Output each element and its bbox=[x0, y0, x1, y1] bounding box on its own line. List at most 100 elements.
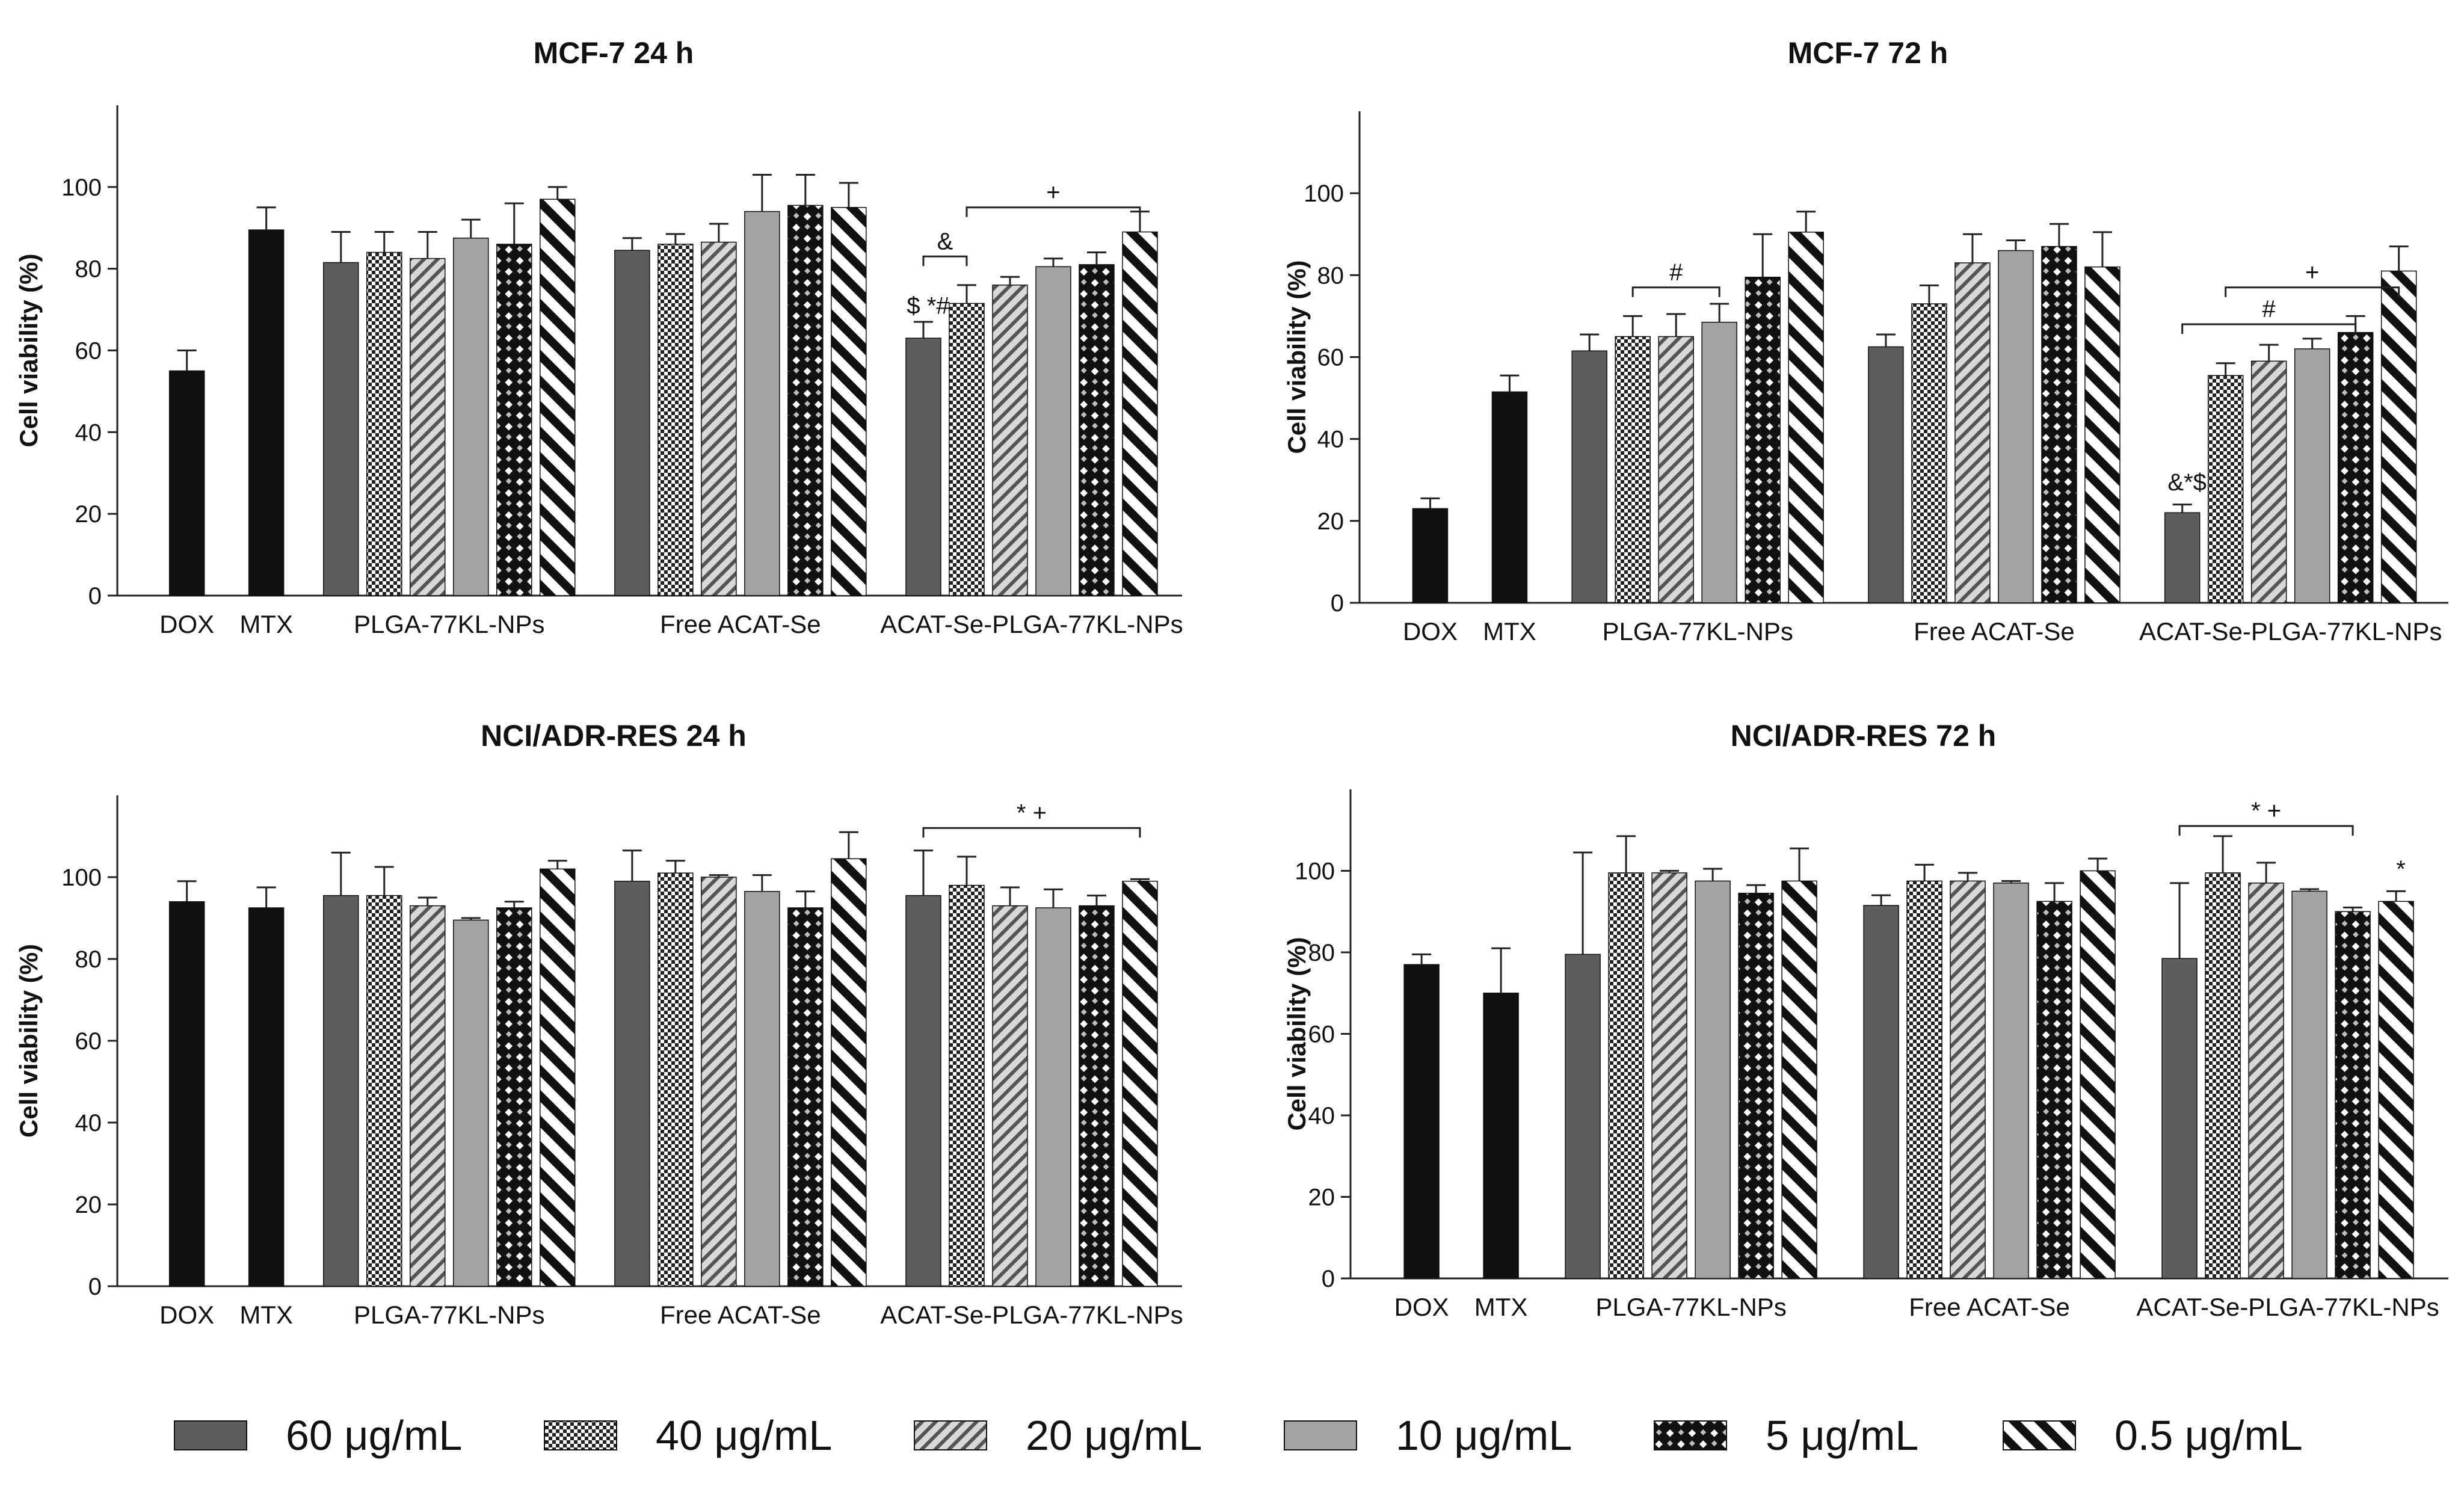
bar bbox=[1035, 907, 1071, 1287]
bar bbox=[1483, 993, 1519, 1279]
bar bbox=[2164, 512, 2201, 603]
bar bbox=[2207, 375, 2244, 603]
y-tick-label: 80 bbox=[1317, 262, 1344, 289]
group-label: ACAT-Se-PLGA-77KL-NPs bbox=[880, 1301, 1183, 1329]
bar bbox=[2291, 890, 2327, 1279]
group-label: MTX bbox=[1474, 1293, 1528, 1321]
bar bbox=[168, 901, 205, 1287]
y-axis-label: Cell viability (%) bbox=[14, 253, 43, 447]
significance-mark: &*$ bbox=[2167, 469, 2207, 496]
bar bbox=[1911, 303, 1947, 603]
y-axis-label: Cell viability (%) bbox=[1283, 937, 1311, 1130]
significance-mark: * bbox=[2396, 856, 2406, 883]
legend-swatch bbox=[914, 1420, 987, 1450]
significance-bracket bbox=[2178, 825, 2354, 836]
group-label: DOX bbox=[1394, 1293, 1449, 1321]
y-tick-label: 40 bbox=[1308, 1103, 1335, 1129]
bar bbox=[366, 895, 402, 1287]
bar bbox=[1906, 880, 1942, 1279]
bar bbox=[2205, 872, 2241, 1279]
significance-label: # bbox=[2262, 296, 2276, 322]
bar bbox=[2080, 870, 2116, 1279]
bar bbox=[540, 868, 576, 1287]
panel-title: MCF-7 72 h bbox=[1788, 36, 1948, 70]
group-label: Free ACAT-Se bbox=[660, 610, 821, 638]
y-tick-label: 60 bbox=[75, 338, 102, 365]
bar bbox=[992, 285, 1028, 596]
bar bbox=[905, 895, 941, 1287]
significance-label: # bbox=[1669, 259, 1683, 286]
bar bbox=[2036, 901, 2072, 1279]
significance-label: * + bbox=[2251, 798, 2281, 824]
y-axis-label: Cell viability (%) bbox=[1283, 260, 1311, 454]
y-tick-label: 100 bbox=[61, 174, 102, 201]
bar bbox=[1403, 964, 1440, 1279]
y-tick-label: 40 bbox=[75, 419, 102, 446]
bar bbox=[1745, 276, 1781, 603]
significance-bracket bbox=[922, 255, 968, 267]
group-label: DOX bbox=[159, 1301, 214, 1329]
significance-bracket bbox=[966, 206, 1141, 217]
y-tick-label: 0 bbox=[1322, 1266, 1335, 1292]
y-axis-label: Cell viability (%) bbox=[14, 944, 43, 1138]
legend-swatch bbox=[2003, 1420, 2076, 1450]
bar bbox=[744, 891, 780, 1287]
legend-swatch bbox=[1654, 1420, 1727, 1450]
significance-bracket bbox=[2225, 286, 2400, 297]
bar bbox=[905, 337, 941, 596]
bar bbox=[168, 370, 205, 596]
bar bbox=[410, 905, 446, 1287]
bar bbox=[1701, 321, 1737, 603]
group-label: MTX bbox=[239, 610, 293, 638]
y-tick-label: 20 bbox=[1308, 1185, 1335, 1211]
significance-label: + bbox=[1046, 179, 1060, 206]
bar bbox=[248, 907, 285, 1287]
significance-mark: $ *# bbox=[907, 293, 950, 319]
bar bbox=[2380, 270, 2417, 603]
bar bbox=[1122, 881, 1158, 1287]
bar bbox=[1738, 893, 1774, 1279]
bar bbox=[496, 907, 532, 1287]
group-label: ACAT-Se-PLGA-77KL-NPs bbox=[2136, 1293, 2439, 1321]
group-label: ACAT-Se-PLGA-77KL-NPs bbox=[880, 610, 1183, 638]
bar bbox=[453, 919, 489, 1287]
panel-title: MCF-7 24 h bbox=[534, 36, 694, 70]
bar bbox=[658, 244, 694, 596]
legend-label: 5 μg/mL bbox=[1766, 1412, 1918, 1459]
legend-label: 60 μg/mL bbox=[286, 1412, 462, 1459]
y-tick-label: 100 bbox=[61, 864, 102, 891]
panel-nci-adr-res-24h: NCI/ADR-RES 24 h Cell viability (%) 0 20 40 6… bbox=[14, 719, 1183, 1329]
bar bbox=[1954, 262, 1991, 603]
bar bbox=[323, 262, 359, 596]
bar bbox=[1788, 232, 1824, 603]
bar bbox=[992, 905, 1028, 1287]
bar bbox=[1571, 350, 1607, 603]
bar bbox=[701, 241, 737, 596]
y-tick-label: 80 bbox=[75, 946, 102, 973]
significance-label: * + bbox=[1017, 800, 1047, 826]
y-tick-label: 100 bbox=[1295, 858, 1335, 885]
bar bbox=[1651, 872, 1687, 1279]
bar bbox=[1491, 391, 1528, 603]
bar bbox=[2294, 348, 2330, 603]
group-label: Free ACAT-Se bbox=[1914, 617, 2075, 646]
group-label: DOX bbox=[1403, 617, 1458, 646]
panel-nci-adr-res-72h: NCI/ADR-RES 72 h Cell viability (%) 0 20 40 6… bbox=[1283, 719, 2448, 1321]
y-tick-label: 60 bbox=[1317, 345, 1344, 371]
bar bbox=[831, 207, 867, 596]
y-tick-label: 0 bbox=[88, 1274, 102, 1300]
bar bbox=[701, 877, 737, 1287]
bar bbox=[323, 895, 359, 1287]
bar bbox=[787, 907, 824, 1287]
group-label: MTX bbox=[239, 1301, 293, 1329]
y-tick-label: 80 bbox=[1308, 940, 1335, 966]
bar bbox=[2378, 901, 2414, 1279]
bar bbox=[614, 881, 650, 1287]
bar bbox=[2161, 958, 2198, 1279]
significance-label: + bbox=[2305, 259, 2319, 286]
legend-label: 0.5 μg/mL bbox=[2114, 1412, 2303, 1459]
y-tick-label: 0 bbox=[1331, 590, 1344, 617]
bar bbox=[248, 229, 285, 596]
group-label: ACAT-Se-PLGA-77KL-NPs bbox=[2139, 617, 2442, 646]
